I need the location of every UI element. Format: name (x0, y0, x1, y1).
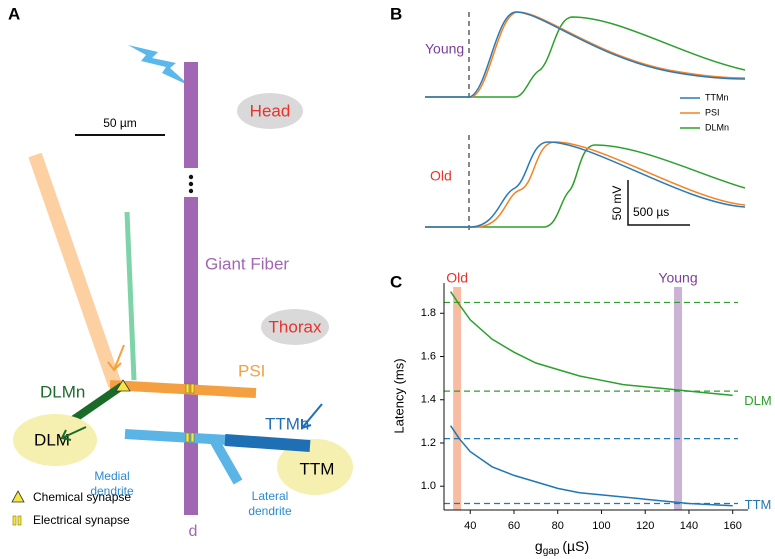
x-tick-label: 140 (680, 520, 698, 532)
legend-label: PSI (705, 107, 720, 117)
x-tick-label: 40 (464, 520, 476, 532)
y-tick-label: 1.8 (421, 307, 436, 319)
ttmn-neuron (124, 429, 229, 445)
legend-label: DLMn (705, 122, 729, 132)
panel-label: A (8, 4, 20, 23)
arrow (107, 344, 125, 372)
lateral-dendrite (209, 437, 243, 485)
ttm-muscle (277, 439, 353, 495)
legend-symbol (17, 515, 22, 526)
ttmn-axon (224, 434, 311, 452)
head-label: Head (250, 101, 291, 120)
thorax-label: Thorax (269, 317, 322, 336)
legend-label: TTMn (705, 92, 729, 102)
dot (188, 181, 194, 187)
dendrite-label: Lateral (252, 489, 289, 503)
legend-label: Electrical synapse (33, 513, 130, 527)
series-label: TTM (745, 497, 772, 512)
dlmn-label: DLMn (40, 382, 85, 401)
legend-label: Chemical synapse (33, 490, 131, 504)
chemical-synapse (115, 379, 131, 392)
band-label: Old (446, 270, 468, 286)
electrical-synapse (185, 383, 190, 394)
panel-label: B (390, 4, 402, 23)
x-axis-label: ggap (µS) (535, 538, 589, 557)
x-axis-unit: (µS) (562, 538, 589, 554)
scale-label: 50 mV (610, 186, 624, 221)
legend-symbol (12, 515, 17, 526)
neuron-branch (28, 152, 122, 388)
y-tick-label: 1.0 (421, 480, 436, 492)
x-tick-label: 160 (724, 520, 742, 532)
dot (188, 174, 194, 180)
trace (425, 16, 746, 98)
dendrite-label: dendrite (248, 504, 292, 518)
giant-fiber (184, 62, 198, 168)
dendrite-label: dendrite (90, 484, 134, 498)
band-label: Young (658, 270, 697, 286)
x-axis-subscript: gap (543, 546, 560, 557)
y-tick-label: 1.4 (421, 394, 436, 406)
electrical-synapse (190, 432, 195, 443)
condition-label: Old (430, 168, 452, 184)
neuron-branch (124, 211, 137, 381)
panel-label: C (390, 272, 402, 291)
trace (425, 11, 746, 98)
y-tick-label: 1.2 (421, 437, 436, 449)
scale-bar (627, 180, 690, 226)
x-tick-label: 60 (508, 520, 520, 532)
y-tick-label: 1.6 (421, 350, 436, 362)
giant-fiber-label: Giant Fiber (205, 254, 289, 273)
x-tick-label: 80 (552, 520, 564, 532)
head-region (237, 93, 303, 129)
d-label: d (189, 523, 198, 540)
ttmn-label: TTMn (265, 414, 309, 433)
arrow (60, 426, 87, 441)
electrical-synapse (190, 383, 195, 394)
ttm-label: TTM (300, 459, 335, 478)
x-tick-label: 120 (636, 520, 654, 532)
dendrite-label: Medial (94, 469, 129, 483)
stimulus-bolt (128, 45, 190, 86)
psi-label: PSI (238, 361, 265, 380)
electrical-synapse (185, 432, 190, 443)
y-axis-label: Latency (ms) (391, 358, 406, 433)
psi-neuron (109, 380, 257, 398)
dlm-muscle (13, 414, 97, 466)
condition-label: Young (425, 41, 464, 57)
highlight-band (453, 287, 462, 510)
giant-fiber (184, 197, 198, 515)
series-label: DLM (744, 393, 771, 408)
dlm-label: DLM (34, 430, 70, 449)
scale-label: 50 µm (103, 116, 137, 130)
series-line (449, 291, 733, 397)
dot (188, 188, 194, 194)
x-axis-symbol: g (535, 538, 543, 554)
trace (425, 11, 746, 98)
scale-label: 500 µs (633, 205, 669, 219)
series-line (449, 425, 733, 507)
legend-symbol (11, 490, 25, 503)
x-tick-label: 100 (592, 520, 610, 532)
trace (425, 141, 746, 228)
thorax-region (261, 309, 329, 345)
highlight-band (674, 287, 683, 510)
trace (425, 141, 746, 228)
arrow (301, 403, 323, 430)
